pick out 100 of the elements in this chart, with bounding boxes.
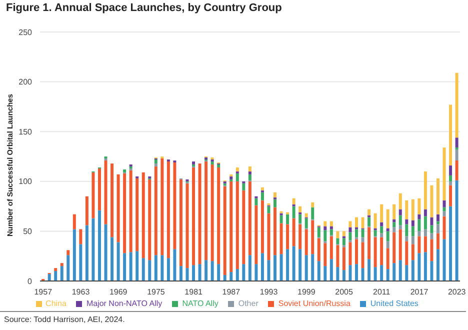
- bar: [398, 260, 402, 281]
- bar: [186, 183, 189, 268]
- bar: [418, 231, 421, 236]
- bar: [274, 192, 277, 198]
- bar: [430, 233, 434, 240]
- bar: [280, 254, 283, 281]
- bar: [136, 251, 139, 281]
- bar: [186, 268, 189, 281]
- x-tick-label: 1957: [34, 288, 53, 297]
- bar: [311, 220, 314, 254]
- bar: [442, 239, 446, 281]
- bar: [336, 245, 340, 268]
- bar: [442, 148, 446, 200]
- bar: [317, 261, 320, 281]
- bar: [374, 213, 377, 228]
- bar: [436, 221, 440, 224]
- y-tick-label: 100: [18, 177, 33, 186]
- bar: [386, 269, 390, 281]
- bar: [179, 179, 182, 266]
- y-tick-label: 50: [23, 227, 33, 236]
- x-tick-label: 2005: [335, 288, 354, 297]
- bar: [154, 255, 158, 281]
- bar: [324, 230, 327, 242]
- bar: [449, 165, 452, 176]
- bar: [361, 237, 364, 242]
- bar: [348, 221, 352, 228]
- bar: [330, 229, 333, 236]
- bar: [210, 164, 214, 262]
- bar: [230, 272, 233, 281]
- bar: [442, 211, 446, 216]
- bar: [336, 231, 340, 238]
- bar: [48, 274, 51, 281]
- bar: [236, 173, 239, 182]
- bar: [361, 217, 364, 228]
- bar: [230, 176, 233, 180]
- bar: [455, 160, 458, 180]
- bar: [330, 236, 333, 260]
- bar: [204, 260, 208, 281]
- bar: [54, 271, 58, 281]
- bar: [223, 186, 226, 276]
- bar: [260, 253, 264, 281]
- bar: [386, 248, 390, 270]
- bar: [72, 214, 76, 230]
- bar: [361, 229, 364, 238]
- bar: [85, 225, 88, 281]
- bar: [424, 171, 427, 210]
- bar: [260, 200, 264, 254]
- bar: [442, 207, 446, 212]
- bar: [348, 232, 352, 240]
- bar: [223, 275, 226, 281]
- bar: [298, 249, 302, 281]
- bar: [66, 255, 70, 281]
- bar: [342, 247, 346, 270]
- bar: [248, 171, 252, 174]
- bar: [361, 268, 364, 281]
- bar: [311, 202, 314, 208]
- x-tick-label: 1993: [260, 288, 278, 297]
- bar: [398, 225, 402, 230]
- bar: [361, 242, 364, 268]
- bar: [192, 265, 196, 281]
- bar: [304, 255, 308, 281]
- bar: [98, 168, 101, 210]
- bar: [280, 215, 283, 224]
- bar: [79, 229, 82, 244]
- bar: [123, 173, 126, 254]
- bar: [166, 258, 170, 281]
- x-tick-label: 1987: [222, 288, 241, 297]
- bar: [192, 167, 196, 266]
- bar: [210, 161, 214, 164]
- bar: [380, 226, 384, 234]
- legend-label: Major Non-NATO Ally: [86, 299, 162, 308]
- x-tick-label: 2017: [410, 288, 429, 297]
- bar: [449, 104, 452, 166]
- bar: [342, 231, 346, 236]
- bar: [418, 214, 421, 220]
- bar: [104, 160, 108, 224]
- bar: [198, 264, 202, 281]
- bar: [116, 174, 120, 242]
- bar: [230, 181, 233, 272]
- bar: [274, 199, 277, 208]
- bar: [286, 224, 290, 250]
- bar: [392, 232, 396, 264]
- bar: [411, 244, 414, 260]
- bar: [455, 138, 458, 148]
- bar: [436, 224, 440, 234]
- bar: [317, 238, 320, 262]
- y-tick-label: 200: [18, 78, 33, 87]
- bar: [386, 209, 390, 228]
- bar: [142, 258, 145, 281]
- bar: [405, 241, 408, 266]
- legend-label: Soviet Union/Russia: [278, 299, 350, 308]
- bar: [380, 204, 384, 222]
- bar: [392, 227, 396, 232]
- bar: [330, 221, 333, 226]
- x-tick-label: 1981: [184, 288, 204, 297]
- bar: [424, 252, 427, 281]
- bar: [286, 214, 290, 224]
- bar: [336, 238, 340, 244]
- bar: [236, 269, 239, 281]
- bar: [405, 224, 408, 236]
